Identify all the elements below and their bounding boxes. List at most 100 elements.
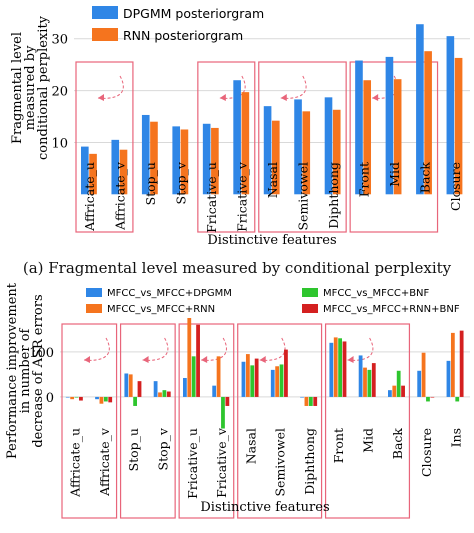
bar-rnn — [421, 352, 426, 397]
annotation-arrowhead — [201, 356, 208, 363]
category-label: Closure — [448, 162, 463, 211]
annotation-arrowhead — [372, 94, 379, 101]
annotation-arrow — [201, 337, 227, 361]
category-label: Fricative_u — [185, 428, 200, 499]
bar-dpgmm — [233, 80, 241, 195]
legend-swatch — [86, 288, 102, 297]
bar-bnf — [250, 365, 255, 397]
bar-dpgmm — [417, 370, 422, 397]
y-tick-label: 0 — [46, 391, 54, 406]
y-tick-label: 20 — [51, 85, 68, 100]
bar-bnf — [338, 338, 343, 397]
legend-swatch — [302, 288, 318, 297]
highlight-box — [258, 61, 347, 233]
bar-rnn_bnf — [196, 324, 200, 397]
bar-rnn — [150, 121, 158, 195]
bar-bnf — [426, 396, 430, 402]
bar-bnf — [162, 390, 167, 397]
bar-rnn — [302, 111, 311, 195]
highlight-box — [237, 323, 323, 519]
category-label: Back — [390, 428, 405, 460]
bar-dpgmm — [263, 106, 272, 195]
y-axis-label: decrease of ASR errors — [31, 294, 46, 447]
bar-dpgmm — [388, 390, 392, 397]
annotation-arrowhead — [98, 94, 104, 101]
highlight-box — [119, 323, 176, 519]
bar-rnn — [450, 332, 455, 397]
bar-rnn — [392, 385, 397, 397]
annotation-arrowhead — [259, 356, 266, 363]
bar-bnf — [133, 396, 138, 406]
bar-rnn — [424, 51, 432, 195]
bar-rnn_bnf — [79, 396, 83, 401]
bar-rnn — [363, 80, 372, 195]
category-label: Affricate_v — [97, 427, 112, 497]
bar-bnf — [191, 356, 196, 397]
legend-label: DPGMM posteriorgram — [123, 6, 264, 21]
y-axis-label: Fragmental level — [10, 32, 25, 144]
annotation-arrowhead — [84, 356, 90, 363]
category-label: Ins — [448, 428, 463, 447]
bar-rnn — [180, 129, 189, 195]
bar-rnn_bnf — [371, 363, 376, 397]
bar-dpgmm — [241, 361, 246, 397]
chart-b-performance-improvement: 0 100 Affricate_u Affricate_v Stop_u Stop_v Fr… — [5, 282, 470, 519]
annotation-arrow — [142, 337, 169, 361]
bar-dpgmm — [355, 60, 363, 195]
bar-dpgmm — [358, 355, 363, 397]
category-label: Stop_u — [126, 428, 141, 471]
annotation-arrow — [83, 337, 110, 361]
bar-rnn_bnf — [313, 396, 318, 406]
bar-dpgmm — [95, 396, 99, 400]
category-label: Mid — [361, 428, 376, 453]
category-label: Semivowel — [295, 162, 310, 231]
annotation-arrow — [219, 75, 246, 99]
annotation-arrowhead — [219, 94, 226, 101]
bar-rnn_bnf — [166, 391, 171, 397]
bar-bnf — [279, 364, 284, 397]
bar-dpgmm — [385, 56, 394, 195]
annotation-arrow — [97, 75, 124, 99]
bar-bnf — [367, 369, 372, 397]
legend-swatch — [86, 304, 102, 313]
bar-rnn — [363, 367, 367, 397]
legend-swatch — [92, 6, 118, 19]
category-label: Nasal — [243, 428, 258, 464]
bar-dpgmm — [202, 123, 211, 195]
bar-rnn — [119, 149, 128, 195]
bar-rnn — [99, 396, 104, 404]
legend-swatch — [302, 304, 318, 313]
legend-label: RNN posteriorgram — [123, 28, 243, 43]
category-label: Fricative_v — [235, 161, 250, 232]
bar-dpgmm — [294, 99, 302, 195]
bar-rnn — [275, 366, 280, 397]
legend-swatch — [92, 28, 118, 41]
bar-dpgmm — [324, 97, 333, 195]
x-axis-label: Distinctive features — [207, 233, 336, 248]
bar-bnf — [221, 396, 225, 429]
annotation-arrow — [347, 337, 374, 361]
bar-rnn — [241, 92, 250, 195]
legend-label: MFCC_vs_MFCC+DPGMM — [107, 288, 232, 299]
bar-rnn — [332, 109, 341, 195]
bar-dpgmm — [446, 36, 455, 195]
bar-rnn — [158, 392, 162, 397]
annotation-arrow — [280, 75, 307, 99]
category-label: Mid — [387, 162, 402, 187]
category-label: Closure — [419, 428, 434, 477]
category-label: Stop_v — [174, 161, 189, 204]
highlight-box — [75, 61, 134, 233]
bar-rnn_bnf — [225, 396, 230, 406]
bar-rnn — [216, 356, 221, 397]
chart-a-fragmental-level: 10 20 30 Affricate_u Affricate_v Stop_u Stop_v… — [10, 6, 470, 248]
annotation-arrow — [259, 337, 286, 361]
category-label: Diphthong — [302, 428, 317, 495]
bar-rnn — [128, 374, 133, 397]
x-axis-label: Distinctive features — [200, 500, 329, 515]
highlight-box — [197, 61, 256, 233]
legend-label: MFCC_vs_MFCC+RNN+BNF — [323, 304, 460, 315]
bar-dpgmm — [124, 373, 129, 397]
bar-rnn_bnf — [342, 341, 347, 397]
y-axis-label: Performance improvement — [5, 282, 20, 459]
